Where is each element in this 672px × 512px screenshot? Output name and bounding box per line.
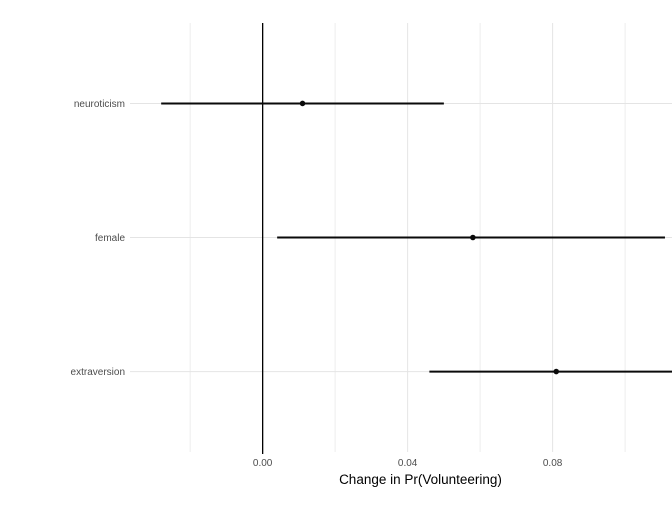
point-estimate-neuroticism xyxy=(299,100,306,107)
category-label-female: female xyxy=(95,233,125,244)
x-tick-label: 0.04 xyxy=(398,458,418,469)
x-tick-label: 0.00 xyxy=(253,458,273,469)
category-label-extraversion: extraversion xyxy=(71,367,125,378)
category-label-neuroticism: neuroticism xyxy=(74,99,125,110)
chart-svg: neuroticism female extraversion 0.00 0.04 0.0… xyxy=(71,23,672,487)
coefficient-plot-figure: Change in Pr(Volunteering) neuroticismfe… xyxy=(40,16,672,496)
point-estimate-extraversion xyxy=(553,368,560,375)
point-estimate-female xyxy=(470,234,476,241)
x-tick-label: 0.08 xyxy=(543,458,563,469)
